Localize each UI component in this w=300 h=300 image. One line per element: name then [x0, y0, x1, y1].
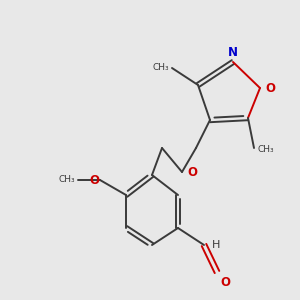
Text: N: N — [228, 46, 238, 59]
Text: O: O — [220, 276, 230, 289]
Text: O: O — [89, 173, 99, 187]
Text: CH₃: CH₃ — [257, 146, 274, 154]
Text: CH₃: CH₃ — [58, 176, 75, 184]
Text: CH₃: CH₃ — [152, 62, 169, 71]
Text: H: H — [212, 240, 220, 250]
Text: O: O — [187, 166, 197, 178]
Text: O: O — [265, 82, 275, 94]
